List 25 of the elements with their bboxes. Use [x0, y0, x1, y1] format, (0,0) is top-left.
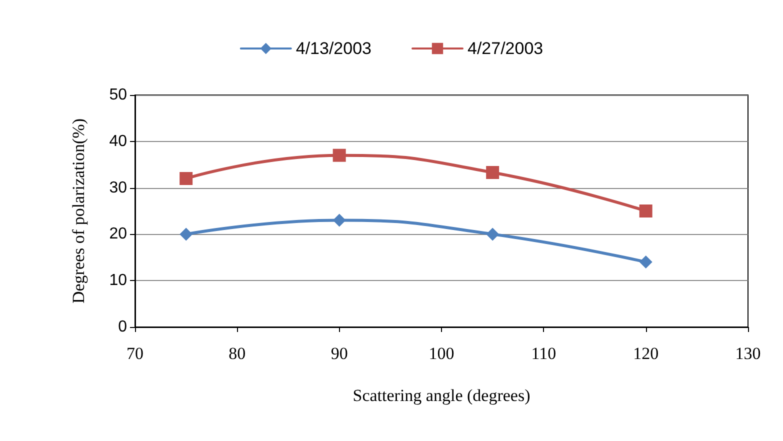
- legend-label: 4/27/2003: [468, 39, 544, 58]
- x-tick-label: 100: [428, 344, 454, 363]
- point: [332, 214, 346, 227]
- y-tick-label: 0: [118, 318, 128, 336]
- x-tick-label: 120: [633, 344, 659, 363]
- x-tick-label: 80: [228, 344, 246, 363]
- y-axis-title: Degrees of polarization(%): [69, 118, 88, 304]
- y-tick-label: 10: [109, 272, 128, 290]
- point: [639, 256, 652, 269]
- point: [486, 166, 500, 179]
- point: [180, 228, 193, 241]
- point: [180, 172, 193, 186]
- x-tick-label: 110: [531, 344, 556, 363]
- x-tick-label: 130: [735, 344, 761, 363]
- x-axis-title: Scattering angle (degrees): [352, 386, 530, 405]
- legend-label: 4/13/2003: [296, 39, 372, 58]
- point: [639, 204, 652, 218]
- x-tick-label: 90: [330, 344, 348, 363]
- y-tick-label: 40: [109, 132, 128, 150]
- point: [332, 148, 346, 162]
- point: [486, 228, 500, 241]
- x-tick-label: 70: [126, 344, 144, 363]
- y-tick-label: 30: [109, 179, 128, 196]
- y-tick-label: 20: [109, 226, 128, 243]
- y-tick-label: 50: [109, 86, 128, 104]
